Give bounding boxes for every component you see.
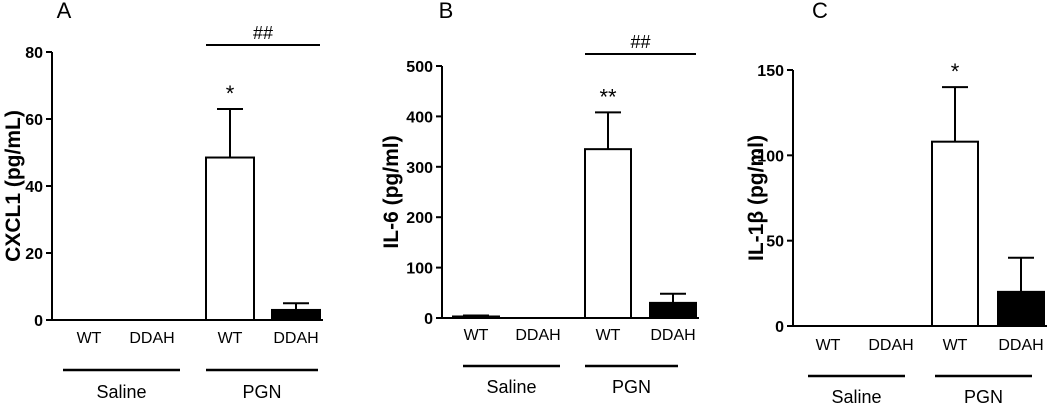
significance-mark: *	[951, 59, 960, 84]
x-tick-label: WT	[77, 330, 102, 347]
bar	[584, 148, 632, 319]
y-tick-label: 500	[406, 59, 433, 76]
bracket-label: ##	[253, 23, 273, 43]
x-tick-label: WT	[464, 327, 489, 344]
x-tick-label: DDAH	[273, 330, 318, 347]
y-tick-label: 100	[757, 148, 784, 165]
bar	[997, 290, 1045, 328]
group-label: PGN	[242, 382, 281, 402]
x-tick-label: WT	[218, 330, 243, 347]
significance-mark: *	[226, 81, 235, 106]
y-tick-label: 20	[25, 246, 43, 263]
bracket-label: ##	[630, 32, 650, 52]
group-label: Saline	[831, 387, 881, 407]
y-tick-label: 200	[406, 210, 433, 227]
x-tick-label: WT	[596, 327, 621, 344]
group-label: Saline	[486, 377, 536, 397]
x-tick-label: WT	[816, 337, 841, 354]
x-tick-label: DDAH	[868, 337, 913, 354]
bar	[931, 140, 979, 327]
y-tick-label: 0	[775, 319, 784, 336]
group-label: Saline	[96, 382, 146, 402]
y-axis-title: IL-1β (pg/ml)	[745, 135, 768, 261]
y-axis-title: IL-6 (pg/ml)	[380, 135, 403, 248]
y-tick-label: 60	[25, 112, 43, 129]
bar	[649, 301, 697, 320]
y-tick-label: 50	[766, 234, 784, 251]
x-tick-label: DDAH	[129, 330, 174, 347]
y-axis-title: CXCL1 (pg/mL)	[2, 110, 25, 262]
y-tick-label: 40	[25, 179, 43, 196]
y-tick-label: 0	[34, 313, 43, 330]
panel-a: A CXCL1 (pg/mL) 0 20 40 60 80 WT DDAH WT DDAH * ## Sa…	[2, 0, 323, 402]
bar	[271, 308, 321, 322]
y-tick-label: 300	[406, 160, 433, 177]
y-tick-label: 150	[757, 63, 784, 80]
group-label: PGN	[964, 387, 1003, 407]
y-tick-label: 400	[406, 109, 433, 126]
x-tick-label: WT	[943, 337, 968, 354]
bar	[452, 315, 500, 320]
y-tick-label: 0	[424, 311, 433, 328]
significance-mark: **	[599, 84, 617, 109]
x-tick-label: DDAH	[515, 327, 560, 344]
group-label: PGN	[612, 377, 651, 397]
panel-b: B IL-6 (pg/ml) 0 100 200 300 400 500 WT DDAH WT DDA…	[380, 0, 699, 397]
x-tick-label: DDAH	[650, 327, 695, 344]
x-tick-label: DDAH	[998, 337, 1043, 354]
panel-c: C IL-1β (pg/ml) 0 50 100 150 WT DDAH WT DDAH * Sali…	[745, 0, 1047, 407]
panel-label: B	[439, 0, 454, 23]
y-tick-label: 100	[406, 261, 433, 278]
panel-label: A	[57, 0, 72, 23]
panel-label: C	[812, 0, 828, 23]
bar	[205, 156, 255, 321]
y-tick-label: 80	[25, 45, 43, 62]
